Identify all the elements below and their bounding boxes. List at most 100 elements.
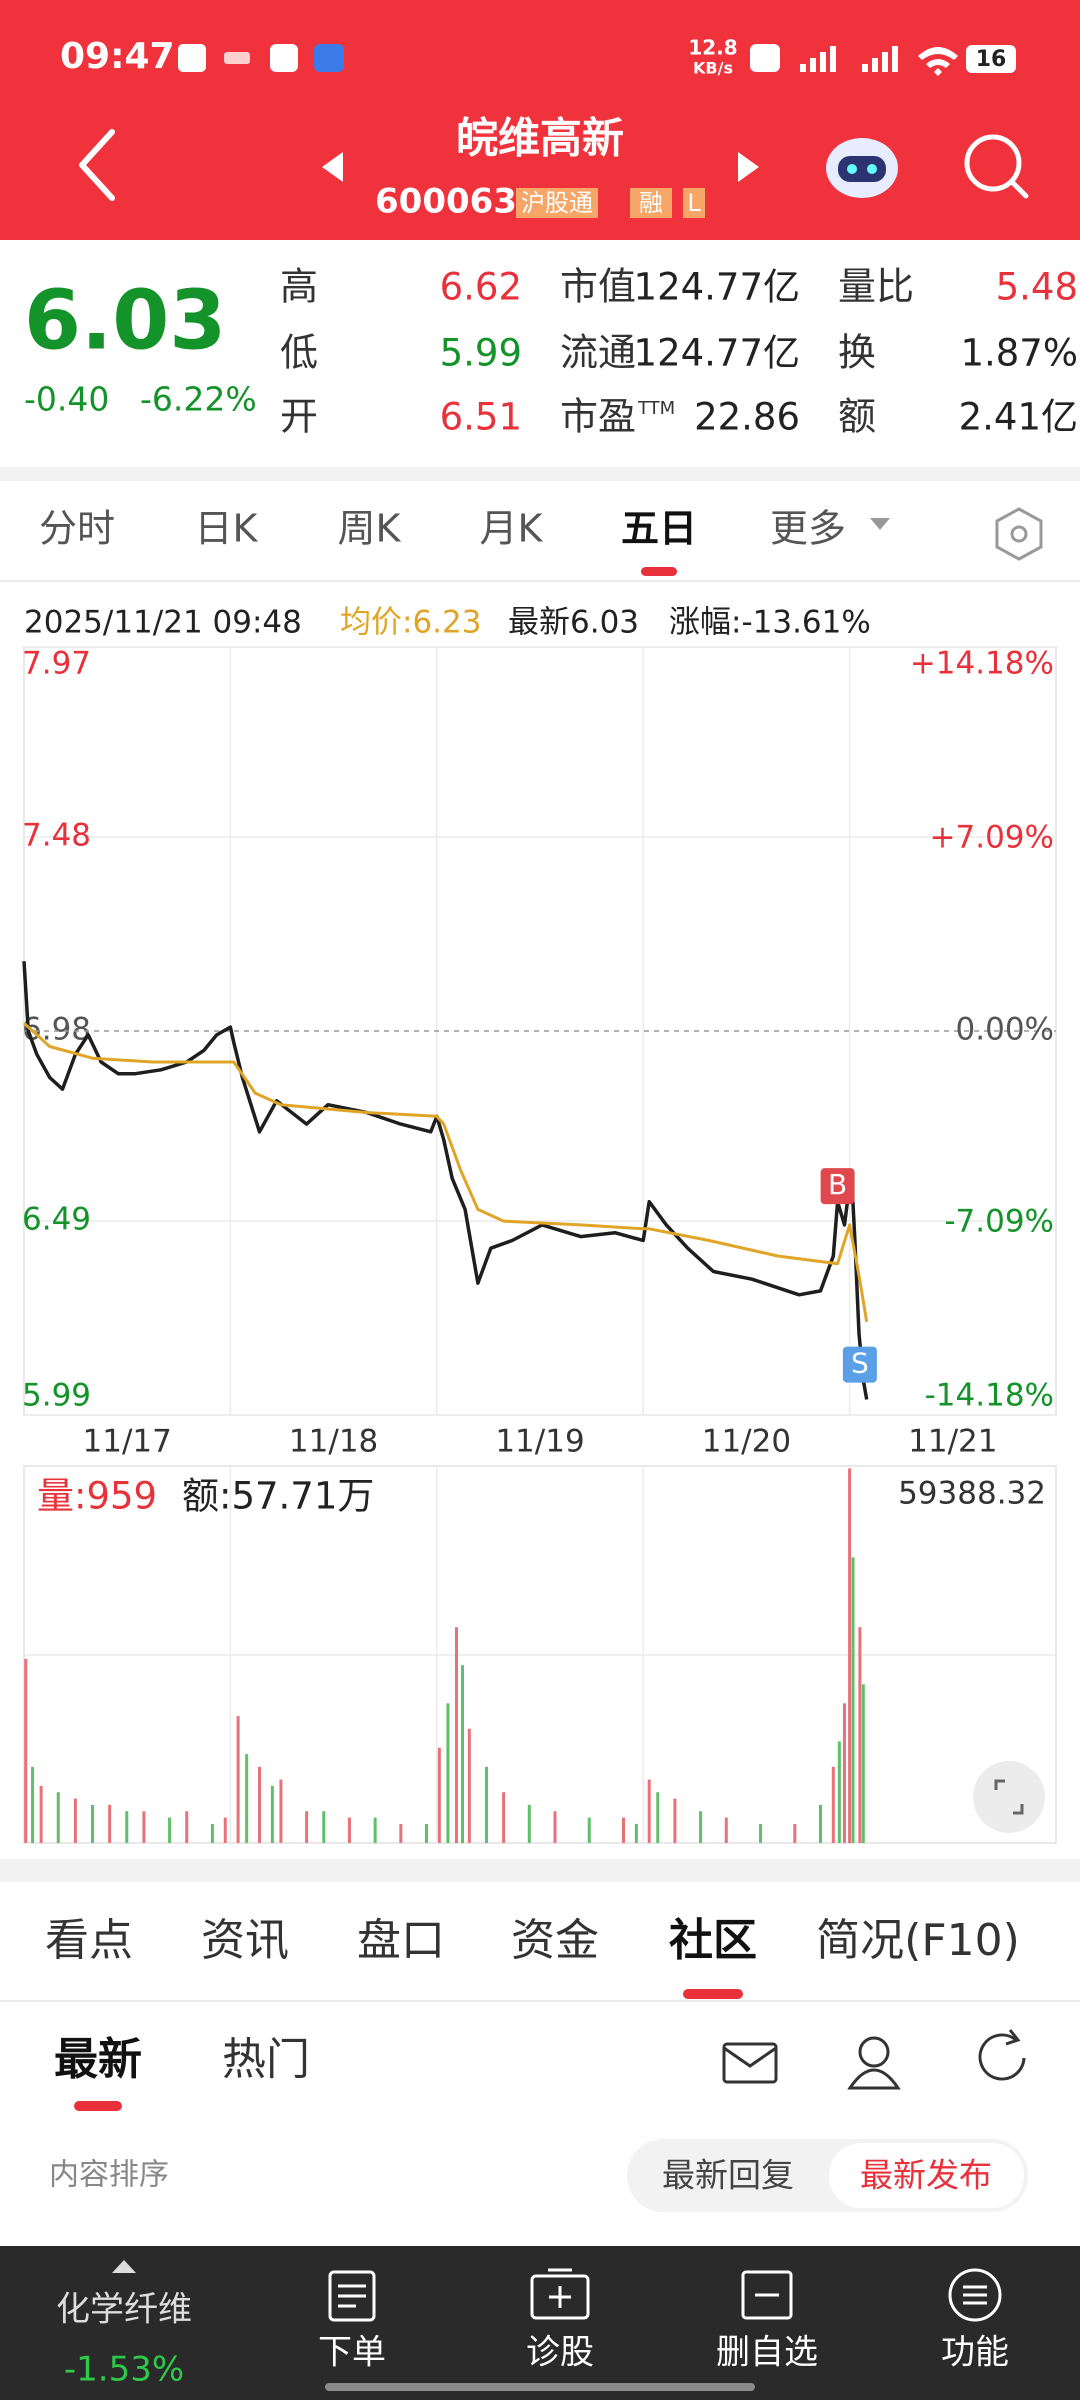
app-icon <box>178 44 206 72</box>
info-tab[interactable]: 社区 <box>669 1915 757 1966</box>
y2-tick-label: +14.18% <box>910 646 1054 682</box>
tab-indicator <box>683 1989 743 1999</box>
prev-stock-button[interactable] <box>322 152 343 182</box>
settings-button[interactable] <box>995 507 1043 561</box>
message-icon <box>723 2046 777 2068</box>
volume-bar <box>210 1823 214 1843</box>
volume-bar <box>446 1703 450 1843</box>
volume-bar <box>587 1817 591 1843</box>
info-tab[interactable]: 资金 <box>511 1915 599 1966</box>
stock-tag: L <box>687 189 701 217</box>
volume-bar <box>861 1684 865 1843</box>
volume-bar <box>258 1766 262 1843</box>
volume-bar <box>91 1804 95 1843</box>
bottom-action[interactable]: 下单 <box>318 2333 386 2373</box>
tab-indicator <box>641 567 677 576</box>
stock-code: 600063 <box>375 182 517 222</box>
more-arrow <box>870 518 890 530</box>
search-icon <box>964 134 1022 192</box>
bottom-action[interactable]: 删自选 <box>716 2333 818 2373</box>
community-tab[interactable]: 热门 <box>222 2034 310 2085</box>
amount-label: 额:57.71万 <box>182 1475 374 1518</box>
period-tab[interactable]: 分时 <box>39 507 115 551</box>
period-tab[interactable]: 日K <box>195 507 259 551</box>
assistant-button[interactable] <box>826 138 898 198</box>
volume-bar <box>848 1468 852 1843</box>
battery-level: 16 <box>976 47 1007 72</box>
volume-bar <box>223 1817 227 1843</box>
volume-bar <box>108 1804 112 1843</box>
sort-option[interactable]: 最新发布 <box>860 2156 992 2195</box>
y2-tick-label: -7.09% <box>944 1204 1054 1240</box>
chart-avg: 均价:6.23 <box>340 605 481 641</box>
stat-value: 6.62 <box>440 266 522 309</box>
period-tab[interactable]: 五日 <box>621 507 697 551</box>
community-tab[interactable]: 最新 <box>54 2034 142 2085</box>
chart-latest: 最新6.03 <box>508 605 639 641</box>
stat-value: 1.87% <box>960 332 1078 375</box>
volume-bar <box>437 1747 441 1843</box>
info-tab[interactable]: 简况(F10) <box>816 1915 1020 1966</box>
search-icon <box>1009 179 1029 199</box>
sort-option[interactable]: 最新回复 <box>662 2156 794 2195</box>
x-tick-label: 11/20 <box>702 1424 791 1460</box>
search-button[interactable] <box>964 134 1029 199</box>
status-icons <box>178 44 958 76</box>
info-tab[interactable]: 盘口 <box>357 1915 445 1966</box>
order-icon <box>338 2284 366 2308</box>
bottom-action[interactable]: 诊股 <box>526 2333 594 2373</box>
x-tick-label: 11/18 <box>289 1424 378 1460</box>
stock-tag: 沪股通 <box>521 189 593 217</box>
volume-bar <box>305 1811 309 1843</box>
volume-label: 量:959 <box>37 1475 157 1518</box>
sector-name: 化学纤维 <box>56 2290 192 2330</box>
period-tab[interactable]: 周K <box>338 507 402 551</box>
fullscreen-button[interactable] <box>973 1761 1045 1833</box>
robot-eye <box>867 164 877 174</box>
profile-button[interactable] <box>858 2036 890 2068</box>
stat-label: 量比 <box>838 265 914 309</box>
trade-marker-label: B <box>828 1168 847 1201</box>
period-tab[interactable]: 月K <box>480 507 544 551</box>
info-tab[interactable]: 看点 <box>45 1915 133 1966</box>
refresh-icon <box>1005 2029 1021 2046</box>
back-button[interactable] <box>79 129 115 201</box>
net-unit: KB/s <box>693 59 733 78</box>
signal-icon <box>862 46 898 72</box>
battery <box>966 45 1016 73</box>
volume-bar <box>185 1811 189 1843</box>
app-icon <box>224 52 250 64</box>
function-icon <box>963 2285 987 2305</box>
refresh-button[interactable] <box>978 2033 1026 2081</box>
message-button[interactable] <box>722 2042 778 2084</box>
hd-icon <box>750 44 780 72</box>
bottom-bar-background <box>0 2246 1080 2400</box>
y2-tick-label: 0.00% <box>956 1012 1054 1048</box>
volume-bar <box>699 1811 703 1843</box>
robot-face <box>838 156 886 182</box>
volume-bar <box>454 1627 458 1843</box>
price-change: -0.40 <box>24 380 109 419</box>
volume-bar <box>673 1798 677 1843</box>
volume-bar <box>837 1741 841 1843</box>
function-icon <box>948 2268 1002 2322</box>
chart-datetime: 2025/11/21 09:48 <box>24 605 302 641</box>
expand-sector[interactable] <box>112 2260 136 2273</box>
volume-bar <box>647 1779 651 1843</box>
volume-bar <box>399 1823 403 1843</box>
stat-label: 高 <box>280 265 318 309</box>
fullscreen-icon <box>994 1779 1024 1815</box>
status-time: 09:47 <box>60 36 175 77</box>
divider <box>0 2000 1080 2002</box>
stat-value: 2.41亿 <box>959 396 1078 439</box>
remove-watch-icon <box>741 2270 793 2320</box>
period-tab[interactable]: 更多 <box>770 507 846 551</box>
x-tick-label: 11/21 <box>908 1424 997 1460</box>
info-tab[interactable]: 资讯 <box>201 1915 289 1966</box>
next-stock-button[interactable] <box>738 152 759 182</box>
y-tick-label: 7.97 <box>22 646 91 682</box>
bottom-action[interactable]: 功能 <box>941 2333 1009 2373</box>
volume-bar <box>831 1766 835 1843</box>
stock-tag: 融 <box>639 189 663 217</box>
